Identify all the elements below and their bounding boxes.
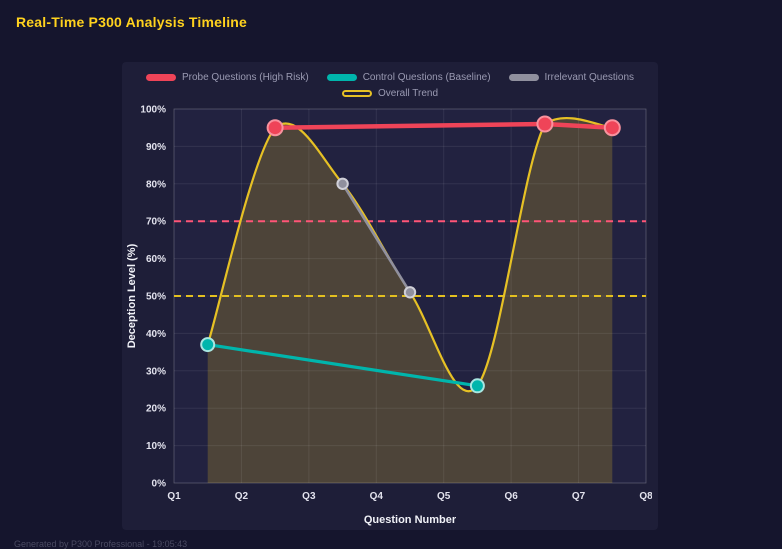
legend-item[interactable]: Control Questions (Baseline) — [326, 72, 491, 83]
legend-label: Irrelevant Questions — [544, 72, 635, 83]
y-tick-label: 20% — [146, 404, 166, 415]
y-tick-label: 90% — [146, 142, 166, 153]
x-tick-label: Q8 — [639, 491, 652, 502]
chart-panel: Probe Questions (High Risk) Control Quest… — [122, 62, 658, 530]
legend-item[interactable]: Irrelevant Questions — [508, 72, 635, 83]
legend-item[interactable]: Probe Questions (High Risk) — [145, 72, 309, 83]
trend-area-fill — [207, 118, 613, 484]
y-tick-label: 50% — [146, 292, 166, 303]
x-tick-label: Q4 — [370, 491, 384, 502]
legend-label: Control Questions (Baseline) — [362, 72, 491, 83]
data-point-marker[interactable] — [603, 119, 621, 137]
x-tick-label: Q5 — [437, 491, 451, 502]
legend-swatch-icon — [145, 74, 176, 81]
series-line — [341, 182, 412, 294]
data-point-marker[interactable] — [200, 337, 216, 353]
data-point-marker[interactable] — [469, 378, 485, 394]
x-axis-title: Question Number — [364, 514, 457, 526]
y-tick-label: 60% — [146, 254, 166, 265]
data-point-marker[interactable] — [536, 115, 554, 133]
footer-note: Generated by P300 Professional - 19:05:4… — [14, 539, 188, 549]
legend-item[interactable]: Overall Trend — [341, 88, 439, 99]
x-tick-label: Q7 — [572, 491, 586, 502]
y-tick-label: 30% — [146, 366, 166, 377]
y-tick-label: 40% — [146, 329, 166, 340]
legend-swatch-icon — [508, 74, 539, 81]
legend-label: Probe Questions (High Risk) — [181, 72, 309, 83]
y-tick-label: 10% — [146, 441, 166, 452]
y-tick-label: 80% — [146, 179, 166, 190]
y-tick-label: 100% — [140, 105, 166, 116]
data-point-marker[interactable] — [266, 119, 284, 137]
data-point-marker[interactable] — [403, 286, 417, 299]
series-line — [206, 343, 479, 388]
data-point-marker[interactable] — [336, 177, 349, 191]
legend-swatch-icon — [341, 90, 372, 97]
y-tick-label: 0% — [152, 479, 167, 490]
y-axis-title: Deception Level (%) — [126, 243, 138, 348]
chart-svg: Q1 Q2 Q3 Q4 Q5 Q6 Q7 Q8 0% 10% 20% 30% 40% 50% 60% 70% 8… — [126, 105, 652, 527]
y-tick-label: 70% — [146, 217, 166, 228]
x-tick-label: Q3 — [302, 491, 316, 502]
legend-swatch-icon — [326, 74, 357, 81]
page-title: Real-Time P300 Analysis Timeline — [16, 14, 248, 30]
legend-label: Overall Trend — [377, 88, 439, 99]
x-tick-label: Q1 — [167, 491, 181, 502]
x-tick-label: Q2 — [235, 491, 249, 502]
x-tick-label: Q6 — [504, 491, 518, 502]
chart-legend: Probe Questions (High Risk) Control Quest… — [122, 62, 658, 99]
